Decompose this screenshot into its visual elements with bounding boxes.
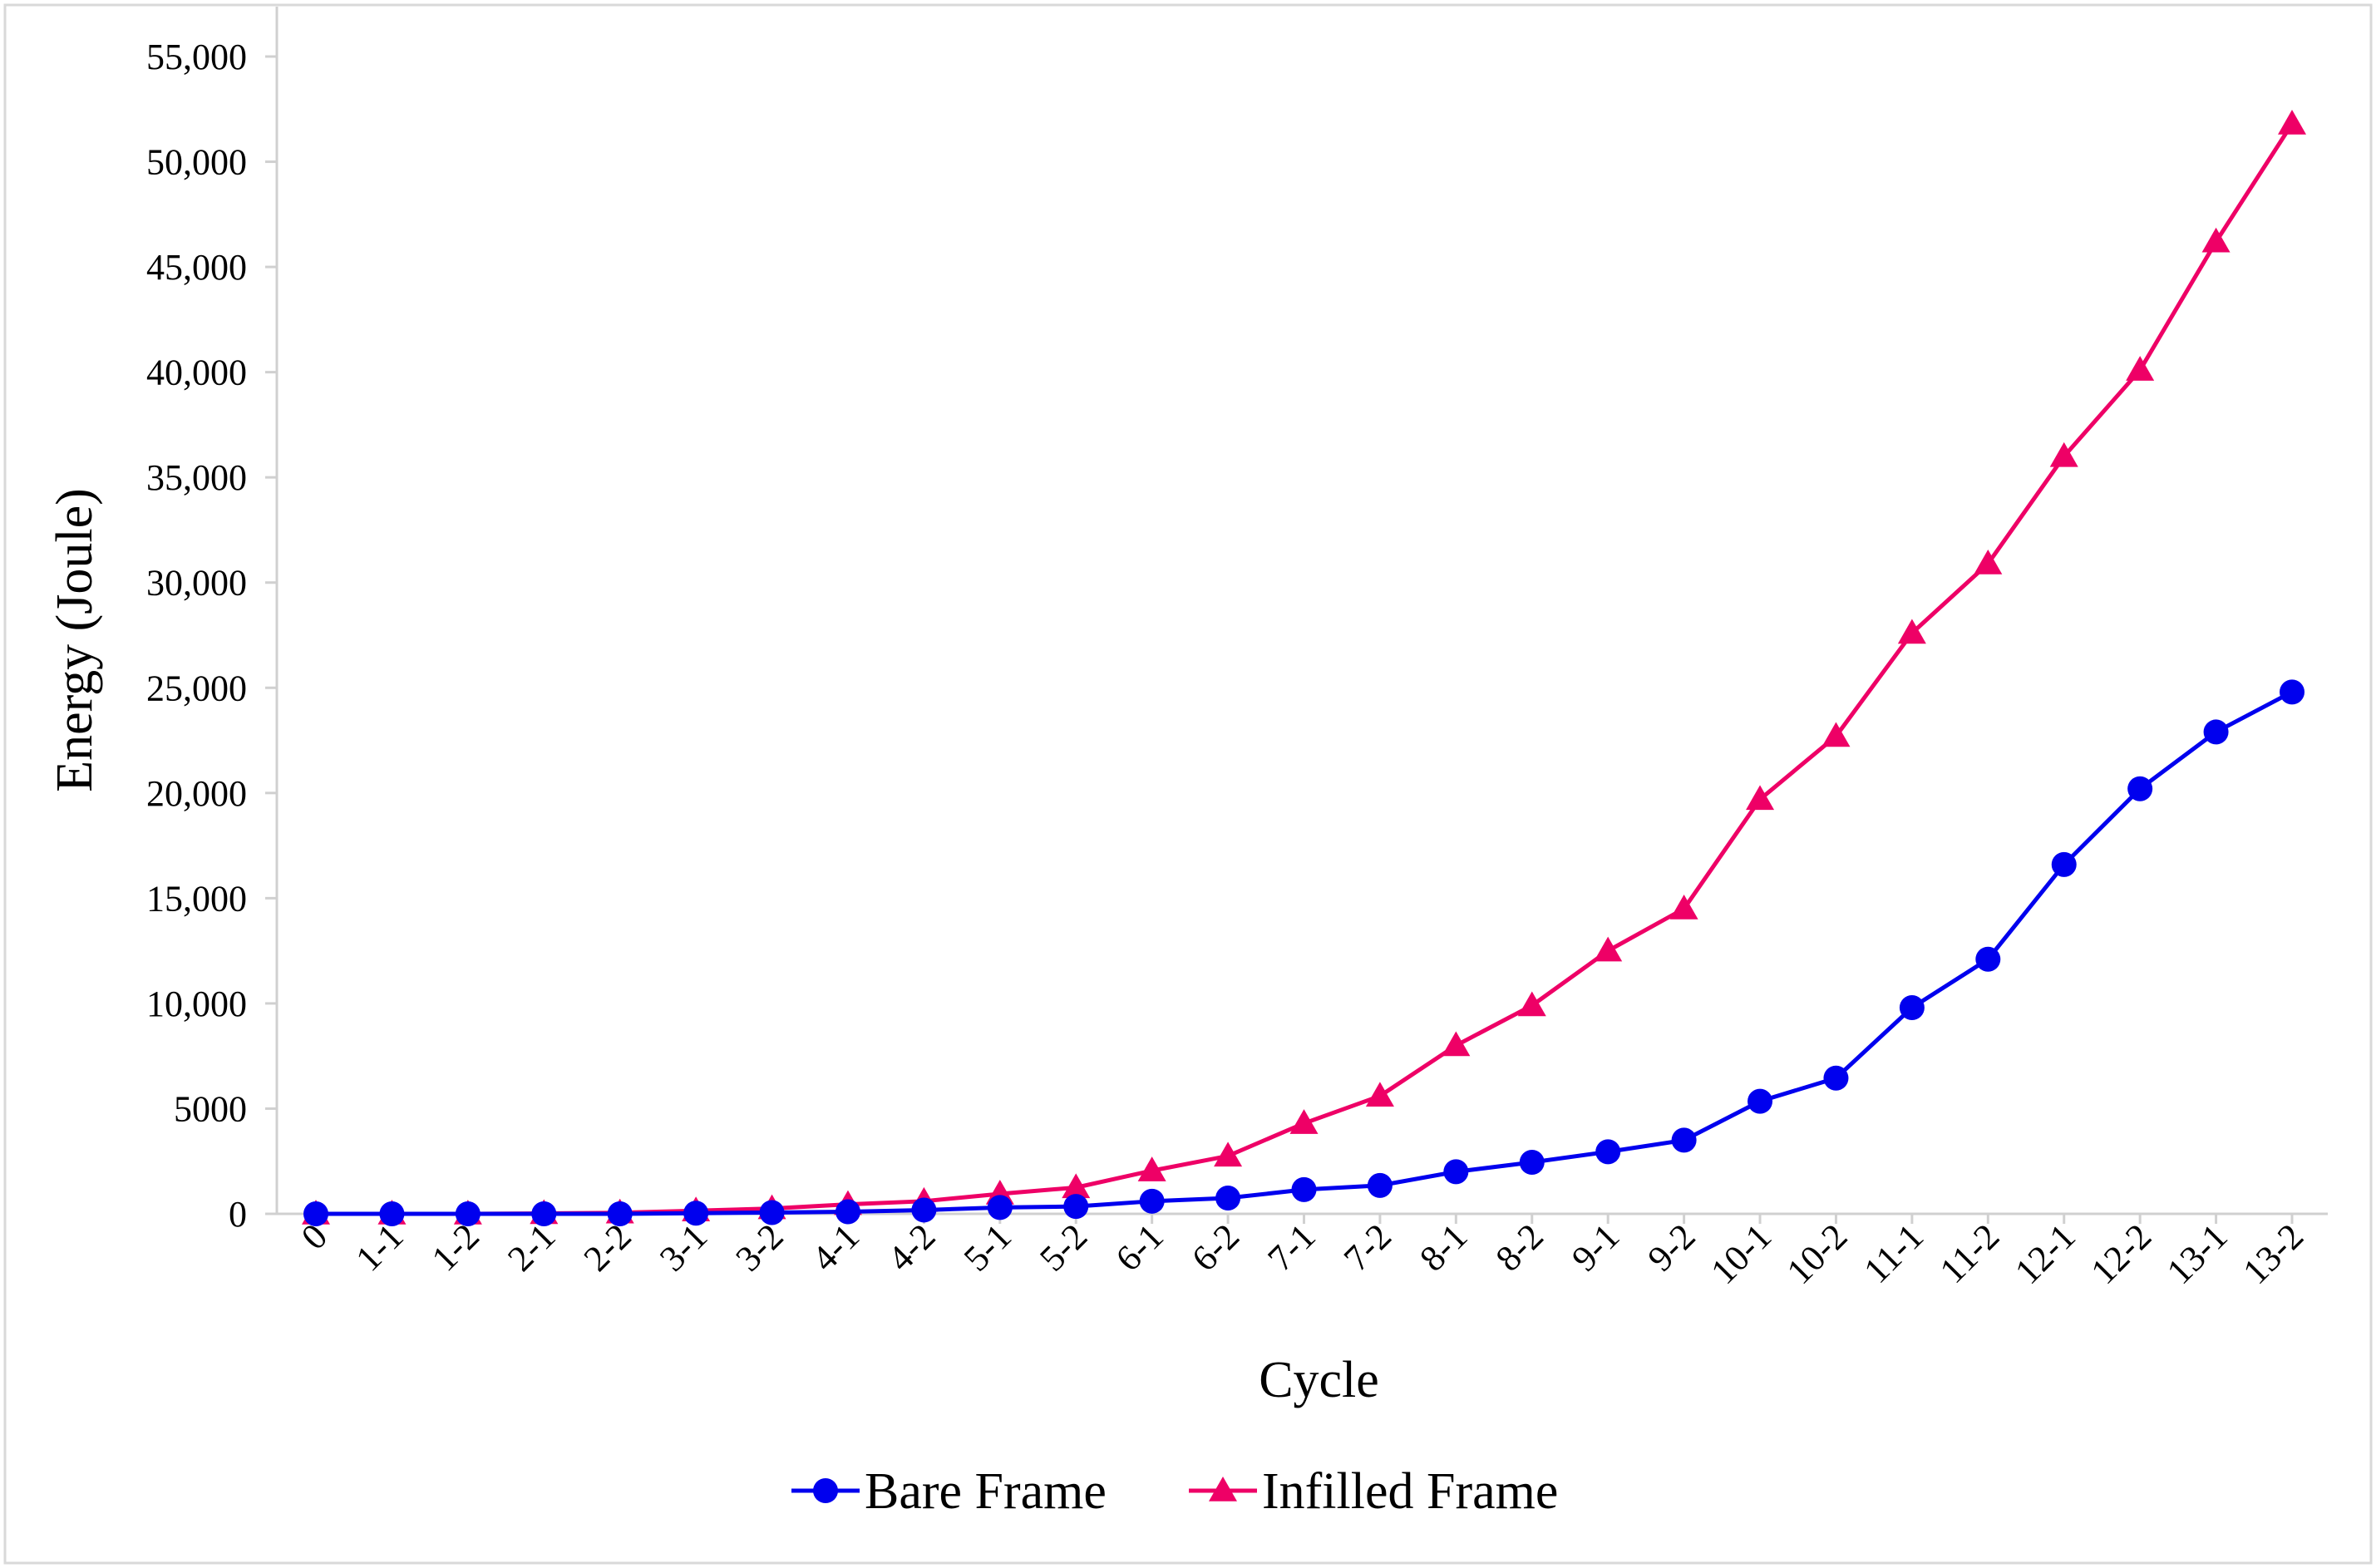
data-point-bare-frame [2051, 851, 2077, 877]
y-tick-label: 10,000 [146, 984, 247, 1024]
data-point-infilled-frame [2049, 441, 2078, 467]
series-bare-frame [303, 679, 2305, 1226]
data-point-bare-frame [1975, 946, 2001, 972]
data-point-bare-frame [2280, 679, 2305, 705]
data-point-bare-frame [1443, 1159, 1469, 1185]
data-point-infilled-frame [1517, 991, 1546, 1017]
legend-marker-infilled-frame [1209, 1477, 1237, 1501]
data-point-infilled-frame [1214, 1141, 1243, 1167]
data-point-bare-frame [1367, 1172, 1393, 1198]
data-point-bare-frame [759, 1200, 785, 1225]
data-point-bare-frame [1291, 1176, 1317, 1202]
data-point-bare-frame [1823, 1065, 1849, 1091]
data-point-infilled-frame [1442, 1031, 1471, 1057]
data-point-bare-frame [455, 1201, 481, 1226]
data-point-bare-frame [1595, 1139, 1621, 1165]
legend-item-bare-frame: Bare Frame [791, 1463, 1107, 1520]
data-point-bare-frame [379, 1201, 405, 1226]
data-point-bare-frame [835, 1199, 860, 1225]
data-point-bare-frame [911, 1197, 937, 1223]
y-axis-title: Energy (Joule) [47, 488, 103, 792]
data-point-bare-frame [1215, 1186, 1241, 1211]
data-point-bare-frame [1063, 1194, 1089, 1220]
data-point-infilled-frame [1365, 1082, 1394, 1107]
y-tick-label: 5000 [174, 1088, 247, 1129]
data-point-bare-frame [1747, 1088, 1773, 1114]
y-tick-label: 20,000 [146, 773, 247, 814]
data-point-bare-frame [303, 1201, 328, 1226]
data-point-bare-frame [607, 1201, 633, 1226]
data-point-infilled-frame [2278, 109, 2306, 135]
axis-titles: Cycle Energy (Joule) [47, 488, 1379, 1408]
y-tick-label: 0 [229, 1194, 247, 1235]
data-point-infilled-frame [1062, 1173, 1091, 1199]
y-tick-label: 50,000 [146, 142, 247, 183]
y-tick-label: 35,000 [146, 457, 247, 498]
x-axis-title: Cycle [1259, 1352, 1379, 1408]
data-point-infilled-frame [2201, 227, 2231, 253]
data-point-bare-frame [2127, 776, 2153, 801]
y-tick-label: 45,000 [146, 247, 247, 288]
data-point-bare-frame [2203, 719, 2229, 745]
y-tick-label: 55,000 [146, 37, 247, 77]
data-point-bare-frame [987, 1195, 1013, 1220]
data-point-infilled-frame [2126, 356, 2155, 381]
data-point-bare-frame [1671, 1127, 1697, 1153]
data-point-infilled-frame [1974, 549, 2003, 574]
data-point-bare-frame [683, 1201, 709, 1226]
legend-item-infilled-frame: Infilled Frame [1189, 1463, 1558, 1520]
legend-marker-bare-frame [813, 1478, 838, 1503]
legend: Bare Frame Infilled Frame [791, 1463, 1558, 1520]
data-point-bare-frame [1519, 1149, 1545, 1175]
data-point-infilled-frame [1897, 619, 1926, 644]
y-tick-label: 25,000 [146, 668, 247, 708]
data-point-infilled-frame [1137, 1156, 1166, 1181]
data-point-infilled-frame [1821, 722, 1851, 747]
y-tick-label: 15,000 [146, 878, 247, 919]
y-tick-label: 40,000 [146, 353, 247, 393]
chart-border [3, 3, 2373, 1565]
data-point-bare-frame [531, 1201, 557, 1226]
data-point-infilled-frame [1746, 785, 1775, 811]
legend-label-bare-frame: Bare Frame [865, 1463, 1107, 1520]
series-layer [302, 109, 2306, 1226]
data-point-infilled-frame [1669, 895, 1698, 920]
data-point-infilled-frame [1289, 1109, 1319, 1134]
y-tick-label: 30,000 [146, 563, 247, 604]
legend-label-infilled-frame: Infilled Frame [1262, 1463, 1558, 1520]
data-point-bare-frame [1139, 1188, 1165, 1214]
data-point-bare-frame [1899, 994, 1925, 1020]
data-point-infilled-frame [1594, 936, 1623, 962]
